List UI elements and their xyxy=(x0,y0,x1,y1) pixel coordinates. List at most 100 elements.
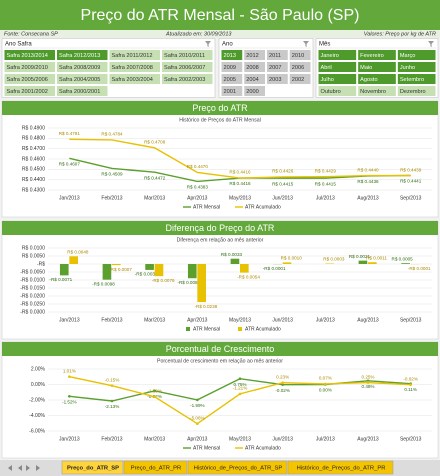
slicer-item[interactable] xyxy=(221,86,243,96)
slicer-item[interactable] xyxy=(162,50,213,60)
x-tick-label: Aug/2013 xyxy=(357,317,379,323)
data-label: 0.00% xyxy=(319,388,332,393)
slicer-item-label: Setembro xyxy=(400,77,424,83)
x-tick-label: Jun/2013 xyxy=(272,317,293,323)
bar xyxy=(154,264,164,277)
data-label: R$ 0.4708 xyxy=(144,140,166,145)
slicer-item[interactable] xyxy=(358,86,396,96)
data-label: 0.75% xyxy=(233,382,246,387)
slicer-item[interactable] xyxy=(109,74,161,84)
slicer-item-label: 2006 xyxy=(292,65,304,71)
bar xyxy=(187,264,197,279)
filter-icon[interactable] xyxy=(428,41,434,47)
slicer-item[interactable] xyxy=(397,50,436,60)
slicer-item[interactable] xyxy=(162,74,213,84)
x-tick-label: Sep/2013 xyxy=(400,195,422,201)
slicer-item[interactable] xyxy=(162,62,213,72)
slicer-item-label: 2012 xyxy=(246,53,258,59)
filter-icon[interactable] xyxy=(303,41,309,47)
title-bar xyxy=(0,0,440,30)
marker xyxy=(110,399,114,403)
filter-icon[interactable] xyxy=(205,41,211,47)
slicer-item[interactable] xyxy=(318,86,357,96)
data-label: -R$ 0.0076 xyxy=(152,278,175,283)
slicer-item-label: 2000 xyxy=(246,89,258,95)
slicer-item[interactable] xyxy=(289,62,311,72)
data-label: R$ 0.4416 xyxy=(229,170,251,175)
data-label: -0.02% xyxy=(275,388,290,393)
bar xyxy=(102,264,112,280)
slicer-item[interactable] xyxy=(397,74,436,84)
slicer-item-label: 2010 xyxy=(292,53,304,59)
data-label: R$ 0.0033 xyxy=(221,252,243,257)
x-tick-label: Feb/2013 xyxy=(101,436,122,442)
bar xyxy=(240,264,249,273)
legend-label: ATR Acumulado xyxy=(245,445,281,451)
slicer-item[interactable] xyxy=(4,50,56,60)
slicer-item[interactable] xyxy=(4,74,56,84)
slicer-item[interactable] xyxy=(318,74,357,84)
data-label: -R$ 0.0089 xyxy=(177,280,200,285)
slicer-item[interactable] xyxy=(4,86,56,96)
tab-nav[interactable] xyxy=(8,465,40,471)
data-label: R$ 0.0011 xyxy=(366,255,387,260)
slicer-title: Mês xyxy=(319,42,330,48)
slicer-item[interactable] xyxy=(57,86,108,96)
x-tick-label: Feb/2013 xyxy=(101,195,122,201)
slicer-item[interactable] xyxy=(57,50,108,60)
chart-header xyxy=(2,342,438,356)
slicer-item[interactable] xyxy=(244,86,265,96)
slicer-item[interactable] xyxy=(57,62,108,72)
x-tick-label: Jul/2013 xyxy=(316,317,335,323)
marker xyxy=(110,384,114,387)
slicer-item[interactable] xyxy=(358,50,396,60)
slicer-item[interactable] xyxy=(358,74,396,84)
slicer-item[interactable] xyxy=(318,50,357,60)
y-tick-label: -2.00% xyxy=(29,397,45,403)
slicer-item-label: Fevereiro xyxy=(360,53,384,59)
slicer-item-label: Safra 2013/2014 xyxy=(7,53,48,59)
data-label: -R$ 0.0001 xyxy=(263,266,286,271)
data-label: R$ 0.4429 xyxy=(315,168,337,173)
y-tick-label: R$ 0.4900 xyxy=(22,125,45,131)
slicer-item[interactable] xyxy=(221,74,243,84)
slicer-item[interactable] xyxy=(358,62,396,72)
data-label: R$ 0.0021 xyxy=(349,254,371,259)
slicer-item[interactable] xyxy=(318,62,357,72)
slicer-item[interactable] xyxy=(109,62,161,72)
data-label: -1.52% xyxy=(62,399,77,404)
y-tick-label: R$ 0.0050 xyxy=(22,253,45,259)
slicer-item[interactable] xyxy=(267,74,288,84)
slicer-item[interactable] xyxy=(57,74,108,84)
data-label: R$ 0.4415 xyxy=(272,181,294,186)
slicer-item[interactable] xyxy=(397,86,436,96)
slicer-item-label: Safra 2005/2006 xyxy=(7,77,48,83)
data-label: -0.15% xyxy=(105,377,120,382)
slicer-item[interactable] xyxy=(267,62,288,72)
slicer-item[interactable] xyxy=(244,50,265,60)
slicer-item[interactable] xyxy=(244,62,265,72)
x-tick-label: Apr/2013 xyxy=(187,317,208,323)
y-tick-label: -4.00% xyxy=(29,413,45,419)
slicer-item-label: 2007 xyxy=(269,65,281,71)
slicer-item[interactable] xyxy=(244,74,265,84)
data-label: R$ 0.0003 xyxy=(323,257,345,262)
sheet-tab[interactable] xyxy=(187,460,288,475)
slicer-item-label: Safra 2000/2001 xyxy=(59,89,100,95)
slicer-item[interactable] xyxy=(289,50,311,60)
slicer-item[interactable] xyxy=(4,62,56,72)
sheet-tab[interactable] xyxy=(61,460,124,475)
slicer-item[interactable] xyxy=(109,50,161,60)
y-tick-label: -R$ 0.0100 xyxy=(20,277,45,283)
slicer-item[interactable] xyxy=(397,62,436,72)
slicer-item-label: Safra 2008/2009 xyxy=(59,65,100,71)
sheet-tab[interactable] xyxy=(123,460,188,475)
slicer-item-label: 2005 xyxy=(224,77,236,83)
slicer-item[interactable] xyxy=(221,50,243,60)
slicer-item[interactable] xyxy=(221,62,243,72)
slicer-item[interactable] xyxy=(267,50,288,60)
sheet-tab[interactable] xyxy=(287,460,394,475)
slicer-item-label: Abril xyxy=(321,65,332,71)
slicer-item-label: 2011 xyxy=(269,53,281,59)
slicer-item[interactable] xyxy=(289,74,311,84)
